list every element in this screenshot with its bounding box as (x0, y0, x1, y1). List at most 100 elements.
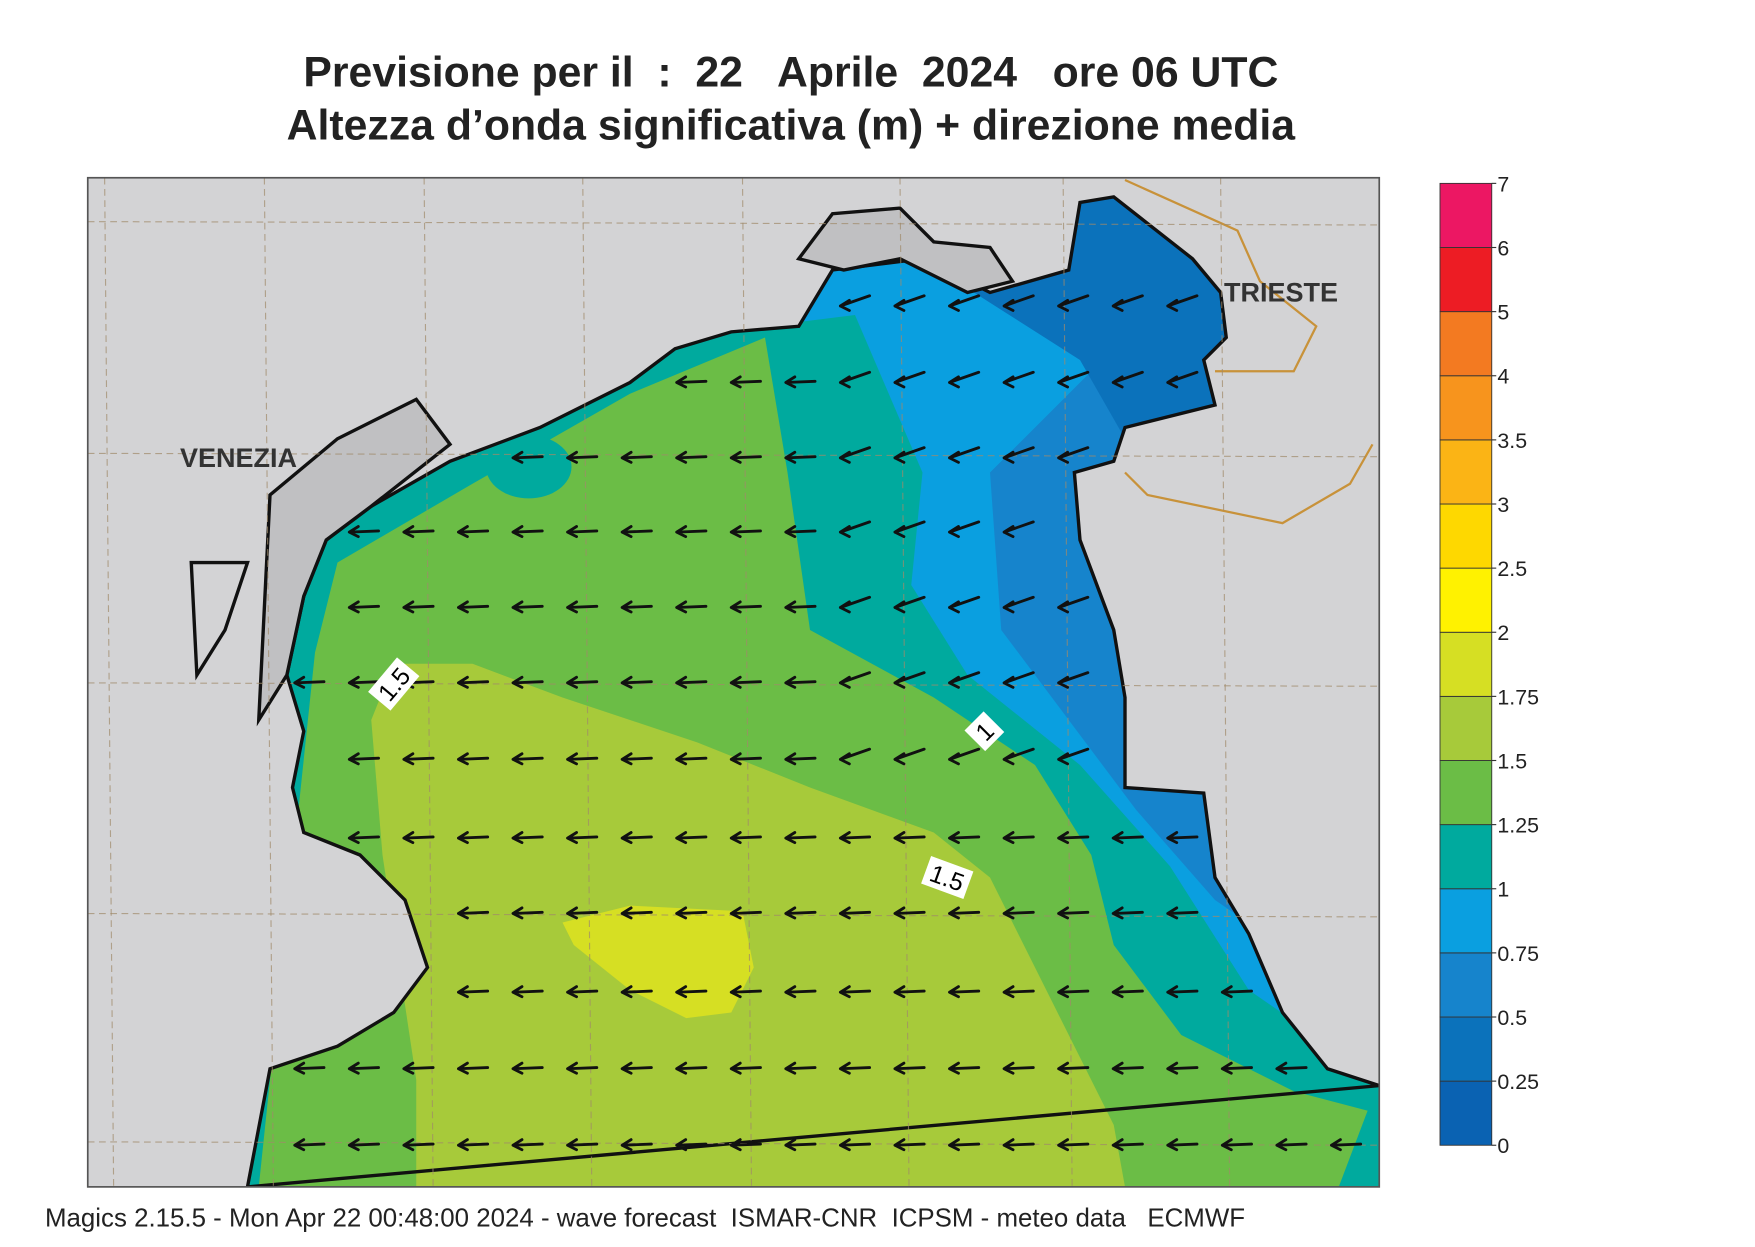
wave-arrow (1111, 294, 1144, 312)
wave-arrow (402, 752, 435, 766)
wave-arrow (675, 752, 708, 766)
wave-arrow (347, 600, 380, 614)
wave-arrow (1057, 1138, 1090, 1152)
colorbar-segment (1439, 311, 1493, 377)
wave-arrow (1057, 1061, 1090, 1075)
wave-arrow (729, 906, 762, 920)
border-line (1124, 178, 1374, 525)
wave-arrow (675, 450, 708, 464)
wave-arrow (1057, 294, 1090, 312)
wave-arrow (948, 1138, 981, 1152)
wave-arrow (566, 1061, 599, 1075)
wave-arrow (566, 675, 599, 689)
wave-arrow (402, 831, 435, 845)
colorbar: 0 0.25 0.5 0.75 1 1.25 1.5 1.75 2 2.5 3 3.5 4 5 6 7 (1439, 172, 1539, 1158)
colorbar-tick-label: 3 (1497, 493, 1509, 517)
wave-arrow (729, 985, 762, 999)
wave-arrow (1002, 1061, 1035, 1075)
colorbar-segment (1439, 567, 1493, 633)
colorbar-segment (1439, 439, 1493, 505)
wave-arrow (893, 370, 926, 389)
wave-arrow (893, 595, 926, 614)
wave-arrow (1166, 985, 1199, 999)
wave-arrow (784, 831, 817, 845)
wave-arrow (1220, 1061, 1253, 1075)
wave-arrow (457, 906, 490, 920)
colorbar-tick-label: 1.25 (1497, 814, 1539, 838)
wave-arrow (838, 906, 872, 920)
wave-arrow (948, 520, 981, 539)
wave-arrow (893, 985, 926, 999)
wave-arrow (293, 1138, 326, 1152)
wave-arrow (729, 600, 762, 614)
wave-arrow (620, 525, 653, 539)
wave-arrow (1220, 1138, 1253, 1152)
wave-arrow (1166, 294, 1199, 312)
wave-arrow (620, 985, 653, 999)
wave-arrow (838, 1061, 872, 1075)
wave-arrow (1002, 985, 1035, 999)
wave-arrow (1002, 595, 1035, 614)
lagoon-outline (189, 560, 250, 681)
wave-arrow (566, 906, 599, 920)
colorbar-tick-label: 3.5 (1497, 429, 1527, 453)
wave-arrow (784, 450, 817, 464)
wave-arrow (511, 1061, 544, 1075)
wave-arrow (457, 1138, 490, 1152)
wave-arrow (620, 675, 653, 689)
title-line2: Altezza d’onda significativa (m) + direz… (287, 102, 1297, 150)
wave-arrow (729, 675, 762, 689)
wave-arrow (893, 831, 926, 845)
wave-arrow (511, 525, 544, 539)
wave-arrow (729, 450, 762, 464)
wave-arrow (729, 752, 762, 766)
wave-arrow (1111, 1138, 1144, 1152)
wave-arrow (1111, 831, 1144, 845)
wave-arrow (1057, 747, 1090, 766)
wave-arrow (838, 446, 872, 464)
colorbar-segment (1439, 1080, 1493, 1146)
wave-arrow (948, 294, 981, 312)
wave-arrow (729, 831, 762, 845)
colorbar-segment (1439, 888, 1493, 954)
wave-arrow (675, 600, 708, 614)
wave-arrow (566, 752, 599, 766)
wave-arrow (402, 1061, 435, 1075)
colorbar-segment (1439, 1016, 1493, 1082)
wave-arrow (784, 675, 817, 689)
wave-arrow (893, 446, 926, 464)
colorbar-tick-label: 1.75 (1497, 685, 1539, 709)
wave-arrow (620, 752, 653, 766)
wave-arrow (729, 1061, 762, 1075)
field-yellowgreen (371, 663, 1125, 1187)
wave-arrow (784, 985, 817, 999)
lagoon-grado (795, 206, 1016, 295)
place-label: VENEZIA (180, 443, 297, 473)
wave-arrow (347, 831, 380, 845)
wave-arrow (1275, 1061, 1308, 1075)
colorbar-tick-label: 0.25 (1497, 1070, 1539, 1094)
place-label: TRIESTE (1224, 278, 1338, 308)
wave-arrow (948, 370, 981, 389)
colorbar-tick-label: 0.5 (1497, 1006, 1527, 1030)
wave-arrow (347, 675, 380, 689)
colorbar-segment (1439, 631, 1493, 697)
wave-arrow (347, 525, 380, 539)
wave-arrow (1111, 1061, 1144, 1075)
wave-arrow (729, 375, 762, 389)
wave-arrow (675, 675, 708, 689)
wave-arrow (838, 985, 872, 999)
wave-arrow (838, 370, 872, 389)
wave-arrow (893, 906, 926, 920)
wave-arrow (784, 600, 817, 614)
wave-arrow (784, 1138, 817, 1152)
wave-arrow (402, 600, 435, 614)
wave-arrow (1166, 906, 1199, 920)
colorbar-tick-label: 0.75 (1497, 942, 1539, 966)
wave-arrow (1220, 985, 1253, 999)
wave-arrow (1057, 446, 1090, 464)
wave-arrow (893, 1061, 926, 1075)
footer: Magics 2.15.5 - Mon Apr 22 00:48:00 2024… (45, 1204, 1245, 1232)
wave-arrow (620, 1061, 653, 1075)
wave-arrow (1002, 520, 1035, 539)
